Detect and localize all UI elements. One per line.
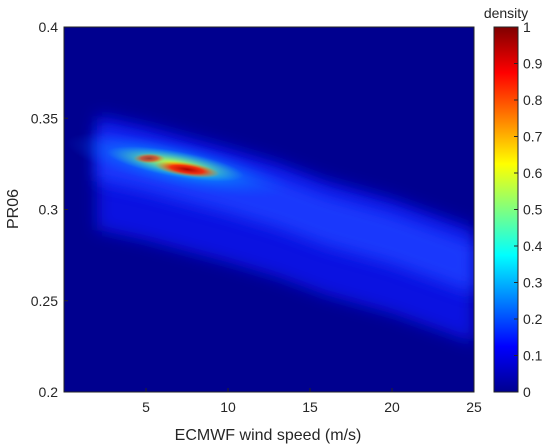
y-tick-label: 0.25 [31, 293, 58, 309]
y-axis: 0.2 0.25 0.3 0.35 0.4 [31, 19, 68, 400]
y-tick-label: 0.2 [39, 384, 59, 400]
x-tick-label: 25 [466, 399, 482, 415]
colorbar-tick-label: 0 [523, 384, 531, 400]
y-tick-label: 0.3 [39, 202, 59, 218]
colorbar-ticks: 0 0.1 0.2 0.3 0.4 0.5 0.6 0.7 0.8 0.9 1 [514, 19, 543, 400]
colorbar-tick-label: 0.8 [523, 92, 543, 108]
colorbar-tick-label: 0.9 [523, 56, 543, 72]
colorbar-tick-label: 0.2 [523, 311, 543, 327]
x-axis-label: ECMWF wind speed (m/s) [175, 427, 362, 444]
y-tick-label: 0.35 [31, 110, 58, 126]
x-tick-label: 15 [302, 399, 318, 415]
x-tick-label: 5 [142, 399, 150, 415]
x-tick-label: 20 [384, 399, 400, 415]
colorbar-tick-label: 0.4 [523, 238, 543, 254]
y-axis-label: PR06 [5, 189, 22, 229]
x-axis: 5 10 15 20 25 [142, 388, 482, 415]
density-peak-secondary [133, 153, 166, 164]
colorbar-tick-label: 0.3 [523, 275, 543, 291]
colorbar-label: density [484, 5, 528, 21]
x-tick-label: 10 [220, 399, 236, 415]
density-layer [66, 114, 474, 343]
colorbar-tick-label: 0.1 [523, 348, 543, 364]
y-tick-label: 0.4 [39, 19, 59, 35]
colorbar-tick-label: 0.7 [523, 129, 543, 145]
colorbar-tick-label: 0.5 [523, 202, 543, 218]
colorbar-tick-label: 0.6 [523, 165, 543, 181]
colorbar-tick-label: 1 [523, 19, 531, 35]
density-peak [154, 161, 220, 178]
